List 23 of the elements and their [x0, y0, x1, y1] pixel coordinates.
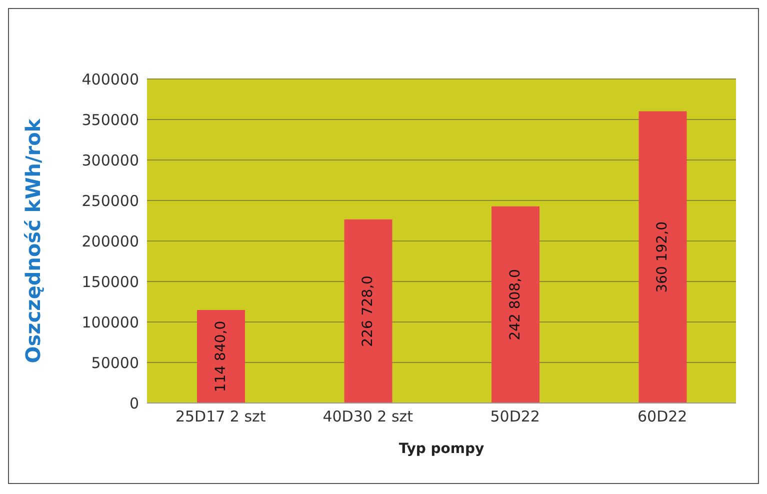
- bar: [638, 111, 687, 403]
- x-tick-label: 25D17 2 szt: [175, 408, 266, 426]
- y-tick-label: 100000: [82, 313, 139, 332]
- data-label: 360 192,0: [654, 221, 671, 293]
- y-tick-label: 150000: [82, 272, 139, 291]
- bar: [344, 219, 392, 403]
- y-tick-label: 250000: [82, 192, 139, 210]
- y-axis-title: Oszczędność kWh/rok: [21, 118, 46, 364]
- y-tick-label: 50000: [91, 354, 139, 372]
- data-label: 242 808,0: [508, 269, 524, 340]
- x-tick-label: 50D22: [490, 408, 540, 426]
- y-tick-label: 400000: [82, 70, 139, 88]
- bar: [492, 206, 540, 403]
- bar: [197, 310, 245, 403]
- y-tick-label: 0: [129, 394, 139, 412]
- data-label: 114 840,0: [213, 320, 229, 392]
- x-axis-title: Typ pompy: [398, 441, 484, 457]
- data-label: 226 728,0: [360, 276, 376, 347]
- y-tick-label: 350000: [82, 110, 139, 129]
- y-tick-label: 300000: [82, 151, 139, 170]
- x-tick-label: 40D30 2 szt: [322, 408, 414, 426]
- x-tick-label: 60D22: [638, 408, 688, 426]
- y-tick-label: 200000: [82, 232, 139, 250]
